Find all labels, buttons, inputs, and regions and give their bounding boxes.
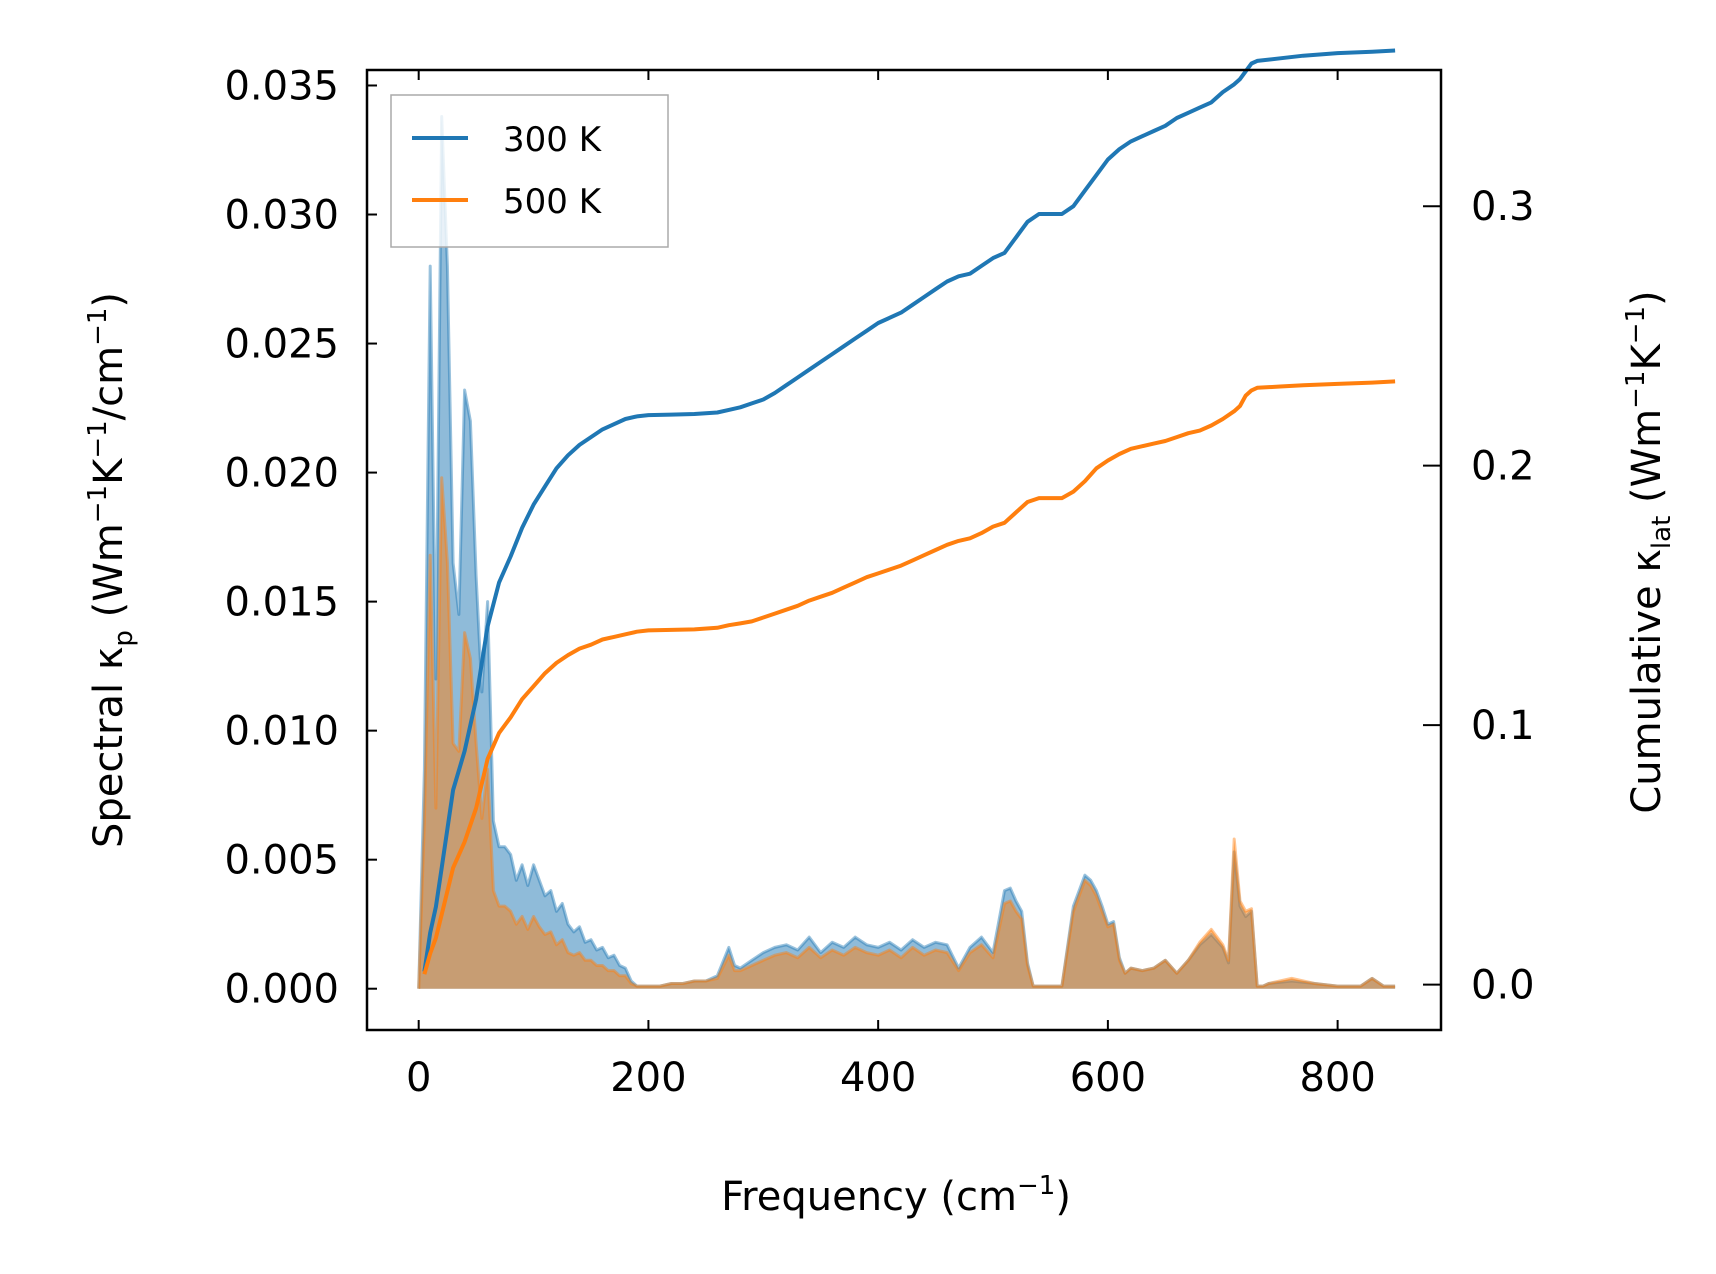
- left-y-tick-label: 0.000: [224, 967, 339, 1013]
- x-tick-label: 0: [406, 1055, 431, 1101]
- x-tick-label: 600: [1070, 1055, 1146, 1101]
- legend-label-500k: 500 K: [503, 182, 603, 222]
- right-y-tick-label: 0.2: [1471, 444, 1535, 490]
- spectral-fills: [417, 115, 1396, 989]
- spectral-fill-500k: [418, 477, 1396, 989]
- x-axis-title: Frequency (cm−1): [721, 1171, 1071, 1220]
- cumulative-lines: [422, 48, 1396, 975]
- spectral-line-500k: [417, 476, 1396, 989]
- x-tick-label: 800: [1299, 1055, 1375, 1101]
- right-y-tick-label: 0.1: [1471, 703, 1535, 749]
- plot-frame: [365, 68, 1443, 1032]
- x-tick-label: 200: [610, 1055, 686, 1101]
- left-y-tick-label: 0.015: [224, 580, 339, 626]
- cumulative-line-300k: [422, 48, 1396, 972]
- right-y-tick-label: 0.3: [1471, 184, 1535, 230]
- right-y-axis-title: Cumulative κlat (Wm−1K−1): [1621, 290, 1677, 813]
- left-y-tick-label: 0.020: [224, 451, 339, 497]
- spectral-fill-300k: [418, 116, 1396, 989]
- cumulative-line-500k: [422, 379, 1396, 975]
- x-tick-label: 400: [840, 1055, 916, 1101]
- legend-label-300k: 300 K: [503, 120, 603, 160]
- x-axis-ticks: 0 200 400 600 800: [406, 70, 1376, 1101]
- left-y-tick-label: 0.030: [224, 193, 339, 239]
- left-y-tick-label: 0.010: [224, 709, 339, 755]
- left-y-axis-ticks: 0.000 0.005 0.010 0.015 0.020 0.025 0.030 0.035: [224, 63, 377, 1013]
- legend-box: [390, 94, 669, 248]
- right-y-tick-label: 0.0: [1471, 963, 1535, 1009]
- right-y-axis-ticks: 0.00.10.20.30.4: [1423, 184, 1535, 1009]
- left-y-tick-label: 0.005: [224, 838, 339, 884]
- legend: 300 K 500 K: [390, 94, 669, 248]
- left-y-tick-label: 0.035: [224, 63, 339, 109]
- left-y-axis-title: Spectral κp (Wm−1K−1/cm−1): [83, 292, 139, 848]
- left-y-tick-label: 0.025: [224, 322, 339, 368]
